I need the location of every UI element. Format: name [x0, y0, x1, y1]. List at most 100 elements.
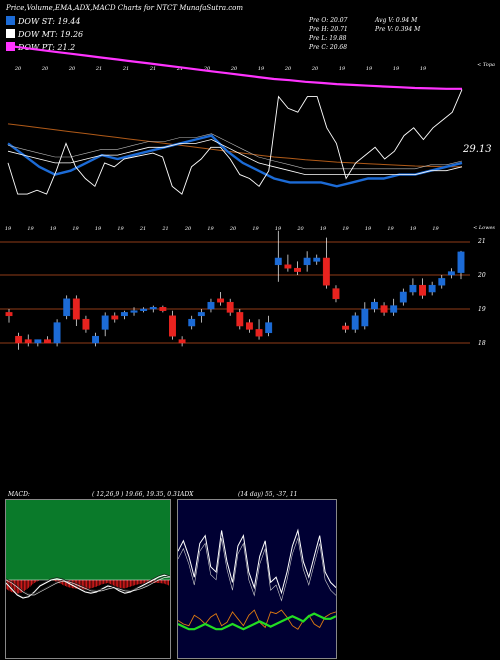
candle-body [236, 312, 244, 327]
ema-top-tick-label: 19 [339, 66, 346, 72]
adx-label: ADX [180, 491, 194, 498]
ema-bottom-tick-label: 19 [387, 226, 394, 232]
ema-top-tick-label: 21 [122, 66, 129, 72]
macd-params: ( 12,26,9 ) 19.66, 19.35, 0.31 [92, 491, 181, 498]
ema-top-tick-label: 20 [230, 66, 238, 72]
ema-brown-line [7, 123, 462, 168]
candle-body [428, 284, 436, 293]
adx-series-line [178, 528, 336, 595]
candle-body [438, 278, 446, 286]
adx-chart [177, 499, 337, 659]
stat-close: Pre C: 20.68 [309, 44, 348, 51]
macd-label: MACD: [8, 491, 30, 498]
ema-corner-label: < Topa [477, 62, 495, 68]
legend-label-dow-mt: DOW MT: 19.26 [18, 30, 84, 39]
ema-series-line [7, 134, 463, 188]
ema-bottom-tick-label: 20 [229, 226, 237, 232]
ema-bottom-tick-label: 20 [184, 226, 192, 232]
ema-top-tick-label: 21 [176, 66, 183, 72]
candle-body [303, 257, 311, 266]
ema-top-tick-label: 20 [68, 66, 76, 72]
candle-body [322, 257, 330, 286]
ema-bottom-tick-label: 19 [365, 226, 372, 232]
ema-top-tick-label: 21 [149, 66, 156, 72]
candle-body [197, 312, 205, 317]
ema-top-tick-label: 20 [284, 66, 292, 72]
legend-dow-mt: DOW MT: 19.26 [6, 29, 83, 39]
ema-bottom-tick-label: 19 [342, 226, 349, 232]
ema-bottom-tick-label: 19 [207, 226, 214, 232]
candle-body [447, 271, 455, 276]
candle-body [255, 329, 263, 337]
candle-body [34, 339, 42, 344]
candle-y-tick-label: 20 [477, 272, 486, 279]
macd-series-shadow [6, 573, 170, 598]
candle-body [342, 325, 350, 330]
candle-body [419, 284, 426, 296]
ema-bottom-tick-label: 19 [320, 226, 327, 232]
adx-series-line-shadow [178, 537, 336, 602]
candle-body [245, 322, 253, 330]
ema-bottom-tick-label: 19 [117, 226, 124, 232]
stat-pre-volume: Pre V: 0.394 M [375, 26, 421, 33]
candle-body [24, 339, 32, 344]
candle-y-tick-label: 18 [478, 340, 486, 347]
macd-chart [5, 499, 171, 659]
candle-body [390, 305, 398, 313]
candle-body [92, 335, 100, 344]
candle-body [82, 318, 90, 330]
ema-top-tick-label: 20 [311, 66, 319, 72]
ema-series-line-shadow [7, 133, 463, 170]
candle-body [294, 267, 301, 272]
candle-body [5, 312, 13, 317]
ema-top-tick-label: 20 [14, 66, 22, 72]
candle-body [159, 307, 167, 311]
candle-body [72, 298, 80, 320]
candle-body [361, 308, 369, 327]
candle-body [284, 264, 292, 269]
ema-bottom-tick-label: 19 [275, 226, 282, 232]
candle-body [351, 315, 359, 330]
candle-body [15, 335, 23, 344]
ema-top-tick-label: 20 [41, 66, 49, 72]
candle-body [63, 298, 71, 317]
candle-body [457, 251, 465, 273]
candle-body [265, 322, 273, 334]
ema-bottom-tick-label: 19 [50, 226, 57, 232]
ema-bottom-tick-label: 20 [296, 226, 304, 232]
candle-body [149, 307, 157, 310]
candle-body [207, 301, 215, 310]
candle-body [380, 305, 388, 313]
legend-swatch-dow-mt [6, 29, 15, 38]
adx-series-line [178, 612, 336, 631]
ema-series-line [7, 139, 463, 175]
ema-bottom-tick-label: 19 [72, 226, 79, 232]
candle-body [332, 288, 340, 300]
ema-bottom-tick-label: 19 [95, 226, 102, 232]
candle-body [140, 308, 148, 311]
page-title: Price,Volume,EMA,ADX,MACD Charts for NTC… [6, 4, 244, 12]
adx-params: (14 day) 55, -37, 11 [238, 491, 298, 498]
candle-y-tick-label: 19 [478, 306, 486, 313]
candle-body [274, 257, 282, 266]
stat-high: Pre H: 20.71 [309, 26, 348, 33]
ema-bottom-tick-label: 19 [410, 226, 417, 232]
candle-body [409, 284, 417, 293]
legend-label-dow-st: DOW ST: 19.44 [18, 17, 81, 26]
legend-label-dow-pt: DOW PT: 21.2 [18, 43, 76, 52]
ema-bottom-tick-label: 19 [432, 226, 439, 232]
ema-bottom-tick-label: 19 [252, 226, 259, 232]
price-chart: < Topa 20 20 20 21 21 21 21 20 20 19 20 20 19 19 19 19 29… [0, 44, 495, 350]
stat-low: Pre L: 19.88 [309, 35, 347, 42]
macd-upper-area [6, 500, 170, 580]
ema-right-label: 29.13 [462, 144, 492, 155]
ema-bottom-tick-label: 19 [27, 226, 34, 232]
ema-price-line [7, 89, 463, 195]
candle-body [178, 339, 186, 344]
candle-body [130, 310, 138, 313]
macd-series-line [6, 574, 170, 599]
ema-bottom-tick-label: 19 [5, 226, 12, 232]
legend-swatch-dow-st [6, 16, 15, 25]
candle-body [188, 318, 196, 327]
